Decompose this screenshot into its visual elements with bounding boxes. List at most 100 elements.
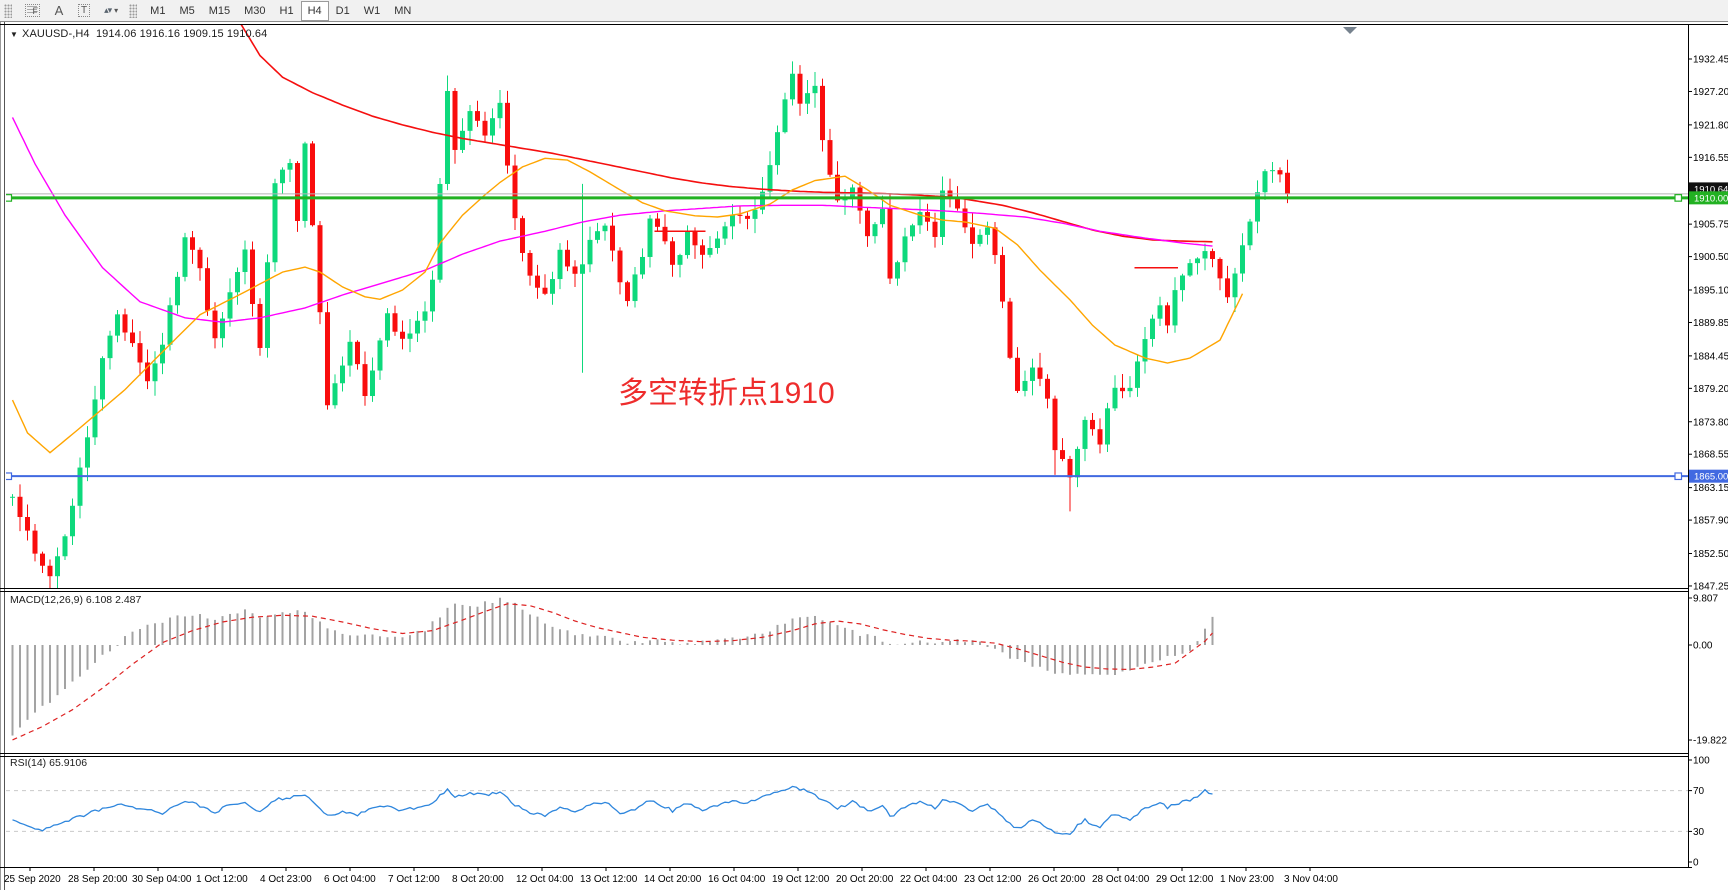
period-button-w1[interactable]: W1 bbox=[357, 1, 388, 21]
toolbar-grip2[interactable] bbox=[129, 3, 138, 18]
candle-down bbox=[887, 208, 893, 279]
candle-up bbox=[182, 237, 188, 277]
candle-up bbox=[1247, 221, 1253, 246]
price-axis-label: 1868.55 bbox=[1693, 450, 1728, 461]
date-axis-label: 16 Oct 04:00 bbox=[708, 874, 766, 885]
chart-annotation-text[interactable]: 多空转折点1910 bbox=[618, 377, 835, 410]
period-button-m30[interactable]: M30 bbox=[237, 1, 272, 21]
candle-down bbox=[670, 241, 675, 265]
candle-down bbox=[1037, 367, 1043, 379]
candle-up bbox=[460, 130, 465, 150]
candle-up bbox=[242, 249, 248, 273]
candle-down bbox=[662, 226, 668, 242]
candle-up bbox=[647, 218, 653, 257]
chart-canvas[interactable]: 1932.45 1927.20 1921.80 1916.55 1905.75 1900.… bbox=[0, 22, 1728, 890]
hline-handle[interactable] bbox=[5, 472, 13, 481]
candle-down bbox=[475, 111, 480, 121]
candle-up bbox=[602, 225, 608, 232]
candle-up bbox=[580, 264, 585, 274]
period-button-m5[interactable]: M5 bbox=[172, 1, 201, 21]
candle-up bbox=[685, 230, 690, 256]
candle-up bbox=[1150, 318, 1155, 340]
candle-down bbox=[1097, 429, 1103, 445]
date-axis-label: 28 Sep 20:00 bbox=[68, 874, 128, 885]
hline-handle[interactable] bbox=[5, 194, 13, 202]
macd-axis-label: 0.00 bbox=[1693, 641, 1713, 652]
candle-up bbox=[370, 370, 375, 397]
candle-up bbox=[1255, 192, 1260, 222]
date-axis-label: 26 Oct 20:00 bbox=[1028, 874, 1086, 885]
price-axis-label: 1932.45 bbox=[1693, 55, 1728, 66]
price-axis-label: 1873.80 bbox=[1693, 417, 1728, 428]
rsi-value: 65.9106 bbox=[49, 757, 88, 769]
period-button-m15[interactable]: M15 bbox=[202, 1, 237, 21]
price-axis-label: 1905.75 bbox=[1693, 220, 1728, 231]
arrows-tool-button[interactable]: ▴▾ ▾ bbox=[97, 1, 125, 21]
period-button-h4[interactable]: H4 bbox=[300, 0, 329, 21]
hline-1865-tag[interactable]: 1865.00 bbox=[1689, 469, 1728, 483]
candle-down bbox=[47, 565, 53, 577]
svg-text:1910.64: 1910.64 bbox=[1694, 184, 1728, 195]
date-axis-label: 28 Oct 04:00 bbox=[1092, 874, 1150, 885]
price-axis-label: 1879.20 bbox=[1693, 384, 1728, 395]
macd-panel bbox=[11, 597, 1214, 741]
hline-1910-tag[interactable]: 1910.00 bbox=[1689, 191, 1728, 205]
ohlc-open: 1914.06 bbox=[95, 28, 137, 40]
toolbar-grip[interactable] bbox=[4, 3, 12, 18]
candle-up bbox=[175, 276, 180, 306]
rsi-axis-label: 30 bbox=[1693, 827, 1705, 838]
candle-up bbox=[940, 190, 945, 237]
candle-up bbox=[632, 274, 638, 302]
price-axis-label: 1916.55 bbox=[1693, 153, 1728, 164]
shift-marker-icon[interactable] bbox=[1343, 27, 1357, 34]
candle-up bbox=[280, 169, 285, 184]
period-button-h1[interactable]: H1 bbox=[273, 1, 301, 21]
candle-up bbox=[62, 536, 68, 557]
candle-down bbox=[827, 140, 833, 175]
date-axis-label: 12 Oct 04:00 bbox=[516, 874, 574, 885]
date-axis-label: 19 Oct 12:00 bbox=[772, 874, 830, 885]
candle-down bbox=[970, 227, 975, 244]
candle-up bbox=[467, 111, 473, 131]
macd-indicator-label: MACD(12,26,9) 6.108 2.487 bbox=[10, 594, 142, 606]
candle-up bbox=[1240, 245, 1245, 274]
candle-up bbox=[1082, 419, 1088, 449]
candle-up bbox=[790, 73, 795, 100]
candle-down bbox=[692, 230, 698, 246]
candle-down bbox=[700, 245, 705, 255]
candle-up bbox=[235, 272, 240, 293]
text-tool-button[interactable]: T bbox=[71, 1, 97, 21]
candle-up bbox=[287, 163, 293, 170]
label-tool-button[interactable]: A bbox=[47, 1, 71, 21]
candle-up bbox=[490, 118, 495, 136]
candle-down bbox=[745, 215, 750, 219]
hline-handle[interactable] bbox=[1674, 194, 1683, 202]
candle-up bbox=[10, 496, 15, 498]
candle-up bbox=[1202, 251, 1208, 259]
price-axis[interactable]: 1932.45 1927.20 1921.80 1916.55 1905.75 1900.… bbox=[1688, 55, 1728, 869]
period-button-d1[interactable]: D1 bbox=[329, 1, 357, 21]
date-axis-label: 23 Oct 12:00 bbox=[964, 874, 1022, 885]
candle-up bbox=[167, 305, 173, 345]
fibonacci-tool-button[interactable]: F bbox=[18, 1, 47, 21]
candle-up bbox=[445, 90, 450, 184]
candle-down bbox=[1217, 258, 1223, 279]
candle-down bbox=[1090, 419, 1095, 430]
rsi-panel bbox=[6, 785, 1688, 836]
period-button-m1[interactable]: M1 bbox=[143, 1, 172, 21]
candle-down bbox=[512, 165, 518, 219]
candle-up bbox=[1022, 380, 1028, 391]
candle-up bbox=[415, 320, 420, 334]
hline-handle[interactable] bbox=[1674, 472, 1683, 481]
date-axis-label: 30 Sep 04:00 bbox=[132, 874, 192, 885]
date-axis-label: 3 Nov 04:00 bbox=[1284, 874, 1338, 885]
macd-axis-label: -19.822 bbox=[1693, 736, 1727, 747]
period-button-mn[interactable]: MN bbox=[387, 1, 418, 21]
candle-down bbox=[797, 73, 803, 104]
candle-up bbox=[985, 227, 990, 235]
date-axis[interactable]: 25 Sep 2020 28 Sep 20:00 30 Sep 04:00 1 Oct… bbox=[4, 868, 1338, 885]
candle-up bbox=[437, 183, 443, 280]
candle-down bbox=[392, 313, 398, 332]
collapse-triangle-icon[interactable]: ▼ bbox=[10, 30, 19, 39]
